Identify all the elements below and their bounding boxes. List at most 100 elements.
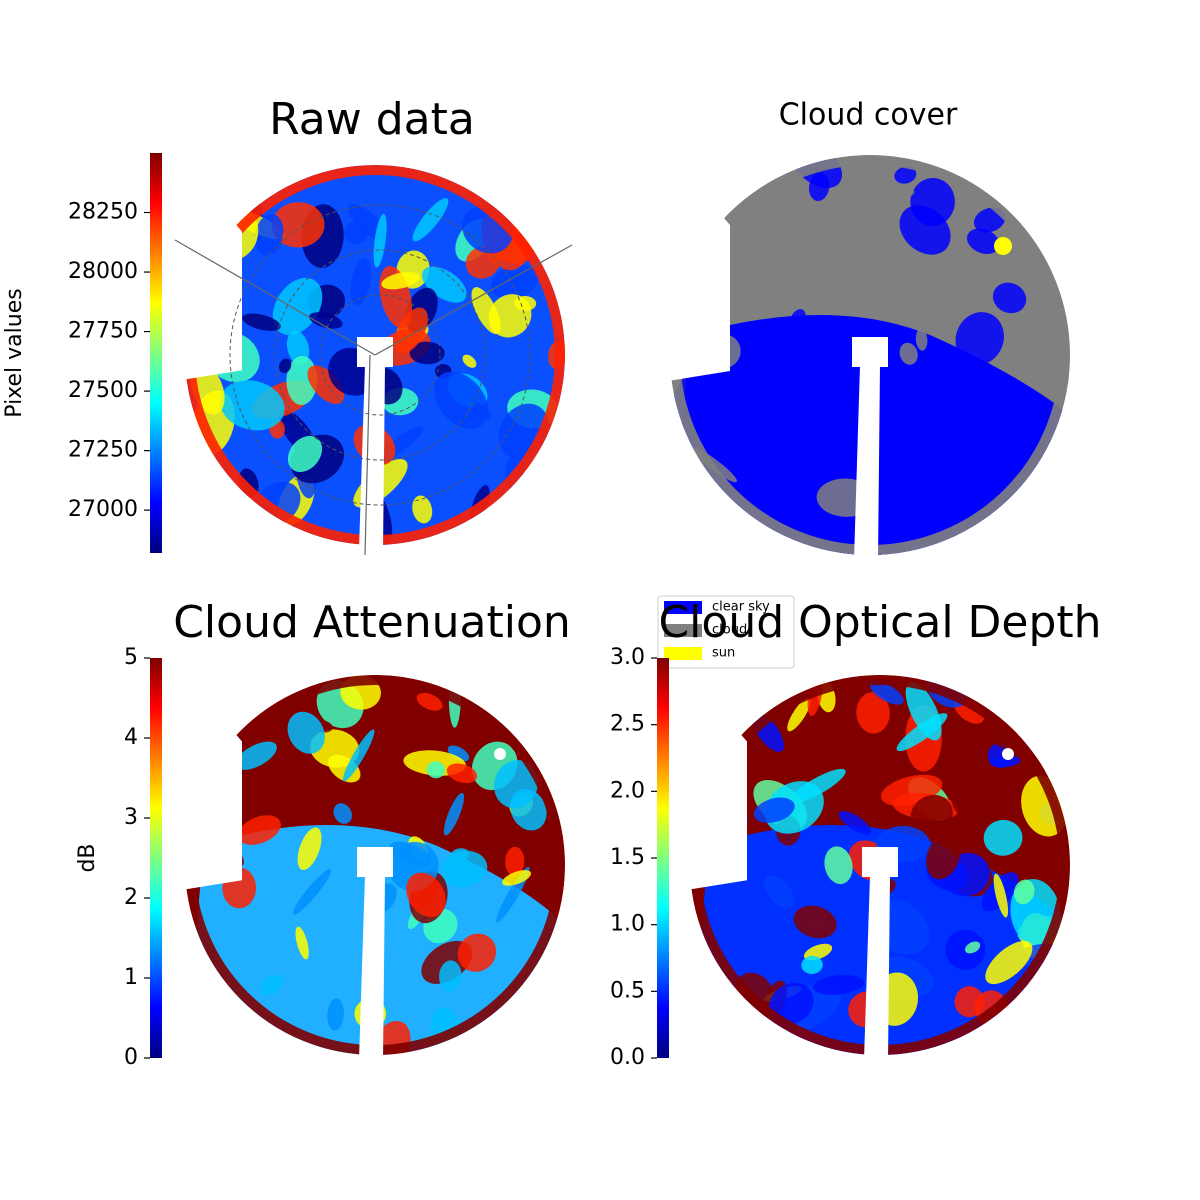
legend-swatch [664, 647, 702, 660]
sky-patch [915, 328, 928, 351]
sky-patch [502, 870, 532, 886]
sky-patch [985, 940, 1033, 985]
colorbar-tick-label: 27500 [68, 378, 138, 403]
sky-patch [271, 202, 325, 248]
camera-arm [357, 847, 393, 877]
sky-patch [439, 960, 462, 992]
sky-patch [440, 850, 488, 888]
camera-arm [864, 875, 890, 1060]
sky-patch [950, 762, 994, 819]
sun-marker [994, 237, 1012, 255]
polar-grid [364, 354, 371, 556]
sky-patch [793, 905, 837, 939]
sky-patch [416, 692, 443, 711]
camera-arm [862, 847, 898, 877]
legend-label: sun [712, 646, 735, 661]
sky-patch [389, 841, 432, 866]
camera-arm [359, 365, 385, 550]
sky-patch [292, 869, 332, 915]
sky-patch [826, 217, 860, 272]
sky-patch [993, 873, 1009, 918]
sky-patch [450, 848, 470, 861]
sky-patch [446, 763, 478, 784]
sky-patch [465, 246, 500, 279]
sky-patch [278, 358, 292, 374]
colorbar-tick-label: 5 [124, 645, 138, 670]
sky-patch [297, 827, 322, 870]
sun-marker [1002, 748, 1014, 760]
sky-patch [505, 846, 525, 876]
panel-title: Cloud Attenuation [173, 597, 571, 648]
sky-patch [381, 271, 420, 290]
legend-swatch [664, 601, 702, 614]
sky-patch [813, 444, 838, 463]
sky-patch [983, 819, 1023, 856]
sky-patch [910, 794, 953, 837]
sky-patch [422, 266, 467, 303]
occlusion [183, 673, 242, 890]
sky-patch [412, 198, 449, 242]
sky-patch [426, 761, 445, 779]
sky-patch [812, 974, 865, 995]
sky-patch [789, 309, 806, 332]
colorbar-tick-label: 28000 [68, 259, 138, 284]
sky-patch [327, 998, 344, 1031]
colorbar-tick-label: 0.0 [610, 1045, 645, 1070]
sky-patch [955, 373, 987, 407]
colorbar-tick-label: 2 [124, 885, 138, 910]
colorbar-tick-label: 27250 [68, 438, 138, 463]
sky-patch [925, 399, 945, 436]
sky-patch [333, 803, 352, 824]
sky-patch [434, 371, 489, 429]
sun-marker [494, 748, 506, 760]
legend-label: cloud [712, 623, 747, 638]
sky-patch [955, 312, 1004, 365]
sky-patch [966, 228, 1000, 255]
colorbar-tick-label: 0 [124, 1045, 138, 1070]
sky-patch [768, 983, 814, 1025]
occlusion [668, 153, 730, 381]
polar-grid [229, 204, 531, 506]
sky-patch [1013, 879, 1035, 905]
colorbar-tick-label: 2.5 [610, 712, 645, 737]
sky-patch [882, 374, 910, 412]
colorbar-tick-label: 27000 [68, 497, 138, 522]
colorbar-tick-label: 27750 [68, 319, 138, 344]
colorbar-tick-label: 28250 [68, 200, 138, 225]
sky-patch [462, 354, 477, 368]
sky-patch [342, 729, 375, 782]
colorbar [150, 153, 162, 553]
sky-patch [259, 974, 284, 996]
sky-patch [989, 755, 1021, 768]
polar-grid [374, 244, 573, 356]
sky-patch [373, 213, 387, 268]
colorbar-tick-label: 4 [124, 725, 138, 750]
colorbar [657, 658, 669, 1058]
sky-patch [242, 313, 281, 331]
sky-patch [801, 955, 823, 974]
camera-arm [852, 337, 888, 367]
sky-patch [992, 282, 1027, 314]
sky-patch [887, 429, 916, 467]
sky-patch [350, 257, 372, 306]
colorbar-tick-label: 0.5 [610, 978, 645, 1003]
sky-patch [406, 872, 446, 918]
sky-patch [457, 933, 497, 972]
sky-patch [287, 435, 323, 472]
sky-patch [409, 341, 445, 365]
colorbar-label: Pixel values [2, 288, 27, 417]
sky-patch [764, 875, 795, 909]
sky-patch [894, 166, 917, 184]
polar-grid [174, 239, 376, 356]
occlusion [183, 163, 242, 380]
sky-patch [409, 798, 438, 834]
sky-patch [491, 264, 539, 300]
sky-patch [926, 833, 961, 880]
colorbar-label: dB [75, 843, 100, 872]
legend-swatch [664, 624, 702, 637]
camera-arm [357, 337, 393, 367]
sky-patch [905, 681, 942, 741]
sky-patch [494, 760, 539, 809]
sky-patch [307, 365, 345, 404]
